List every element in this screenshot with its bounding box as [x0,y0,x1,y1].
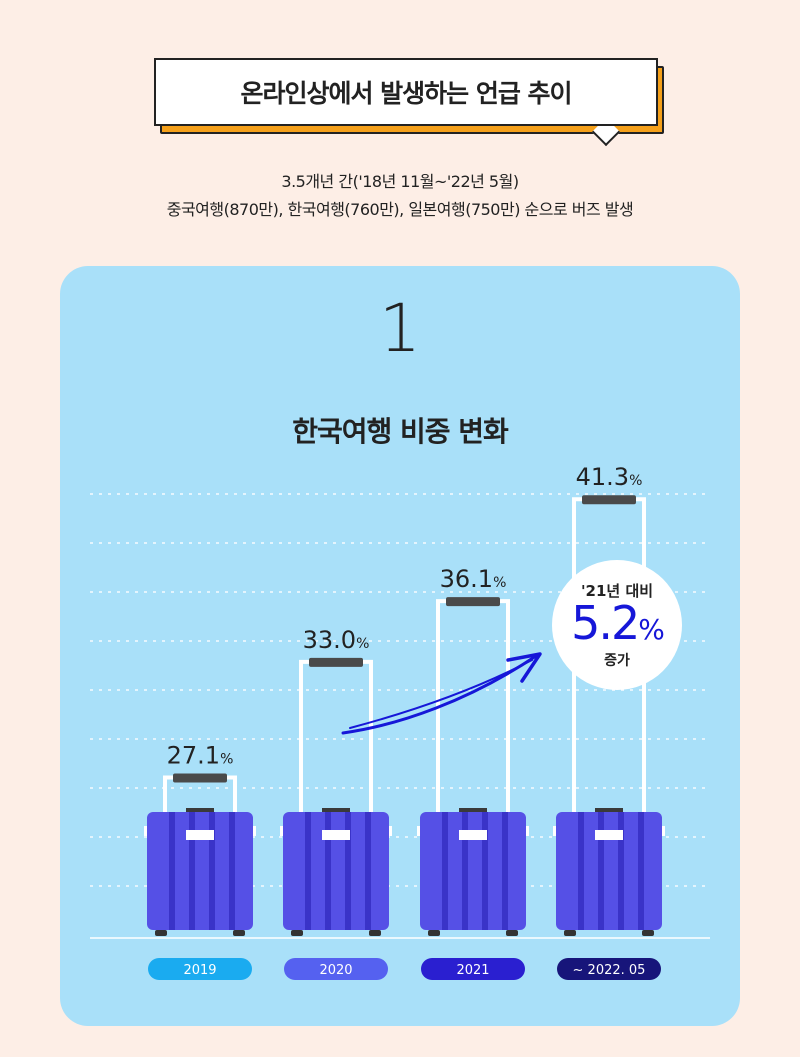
suitcase-nub [280,826,283,836]
suitcase-stripe [189,812,195,930]
suitcase-latch [186,808,214,813]
trolley-handle [163,775,237,812]
chart-title: 한국여행 비중 변화 [292,415,509,448]
suitcase-latch [459,808,487,813]
callout-value-wrap: 5.2% [552,596,682,650]
handle-grip [173,773,227,783]
bar [283,812,389,930]
suitcase-stripe [442,812,448,930]
category-pill [421,958,525,980]
suitcase-tag [322,830,350,840]
section-number: 1 [379,290,421,367]
suitcase-tag [186,830,214,840]
suitcase-stripe [598,812,604,930]
bar [147,812,253,930]
suitcase-nub [389,826,392,836]
callout-caption: 증가 [604,653,630,669]
suitcase-nub [417,826,420,836]
handle-grip [309,657,363,667]
suitcase-stripe [578,812,584,930]
suitcase-wheel [369,930,381,936]
category-pill [557,958,661,980]
handle-grip [582,495,636,505]
suitcase-stripe [345,812,351,930]
suitcase-wheel [564,930,576,936]
bar [420,812,526,930]
suitcase-wheel [506,930,518,936]
suitcase-stripe [365,812,371,930]
suitcase-nub [144,826,147,836]
suitcase-tag [595,830,623,840]
suitcase-stripe [305,812,311,930]
callout-label: '21년 대비 [580,582,654,600]
bar [556,812,662,930]
page-title: 온라인상에서 발생하는 언급 추이 [154,58,658,126]
data-label: 33.0% [303,626,370,654]
subtitle-ranking: 중국여행(870만), 한국여행(760만), 일본여행(750만) 순으로 버… [166,200,634,219]
suitcase-wheel [155,930,167,936]
suitcase-nub [553,826,556,836]
data-label: 41.3% [576,463,643,491]
suitcase-wheel [428,930,440,936]
suitcase-stripe [618,812,624,930]
suitcase-stripe [638,812,644,930]
suitcase-stripe [462,812,468,930]
handle-grip [446,597,500,607]
trolley-handle [299,659,373,812]
callout-unit: % [638,613,665,646]
category-label: ~ 2022. 05 [573,963,646,978]
subtitle-period: 3.5개년 간('18년 11월~'22년 5월) [281,172,519,191]
suitcase-latch [595,808,623,813]
growth-arrow-stroke [349,659,533,729]
suitcase-nub [253,826,256,836]
suitcase-stripe [502,812,508,930]
data-label: 36.1% [440,565,507,593]
category-pill [284,958,388,980]
suitcase-stripe [325,812,331,930]
suitcase-stripe [169,812,175,930]
category-pill [148,958,252,980]
suitcase-stripe [209,812,215,930]
suitcase-wheel [291,930,303,936]
data-label: 27.1% [167,742,234,770]
trolley-handle [436,599,510,812]
suitcase-latch [322,808,350,813]
increase-callout: '21년 대비 5.2% 증가 [552,560,682,690]
suitcase-nub [662,826,665,836]
suitcase-stripe [229,812,235,930]
callout-value: 5.2 [571,596,640,650]
growth-arrow-head [506,652,542,683]
suitcase-nub [526,826,529,836]
category-label: 2020 [319,963,352,978]
suitcase-tag [459,830,487,840]
category-label: 2021 [456,963,489,978]
suitcase-wheel [233,930,245,936]
suitcase-wheel [642,930,654,936]
category-label: 2019 [183,963,216,978]
suitcase-stripe [482,812,488,930]
